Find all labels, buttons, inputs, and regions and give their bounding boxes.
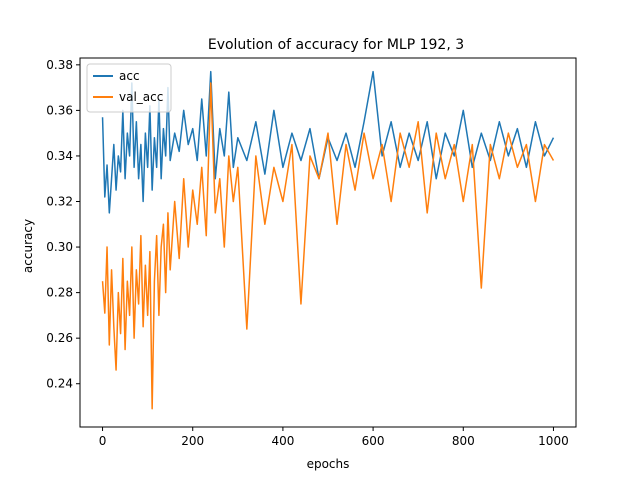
chart-title: Evolution of accuracy for MLP 192, 3: [208, 37, 464, 53]
x-tick-label: 800: [452, 434, 475, 448]
x-tick-label: 1000: [538, 434, 569, 448]
y-tick-label: 0.32: [46, 195, 73, 209]
x-axis-label: epochs: [307, 457, 350, 471]
y-tick-label: 0.30: [46, 240, 73, 254]
x-tick-label: 600: [362, 434, 385, 448]
legend: acc val_acc: [86, 63, 172, 113]
y-tick-label: 0.26: [46, 331, 73, 345]
x-tick-label: 200: [181, 434, 204, 448]
legend-label-val-acc: val_acc: [119, 90, 163, 104]
y-tick-label: 0.34: [46, 149, 73, 163]
x-tick-label: 400: [271, 434, 294, 448]
y-tick-label: 0.38: [46, 58, 73, 72]
x-tick-label: 0: [99, 434, 107, 448]
series-line-val-acc: [101, 82, 555, 410]
axes: 0 200 400 600 800 1000 0.24 0.26 0.28 0.30 0.32 0.3…: [46, 57, 577, 448]
y-tick-label: 0.36: [46, 103, 73, 117]
legend-label-acc: acc: [119, 69, 140, 83]
y-tick-label: 0.28: [46, 286, 73, 300]
y-tick-label: 0.24: [46, 377, 73, 391]
axes-frame: [79, 57, 577, 428]
y-axis-label: accuracy: [21, 219, 35, 273]
